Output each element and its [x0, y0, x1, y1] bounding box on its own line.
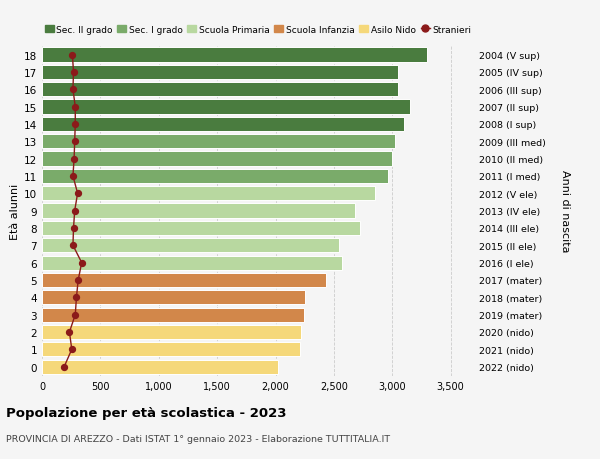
- Bar: [42, 342, 300, 357]
- Point: [70, 104, 80, 111]
- Bar: [42, 256, 342, 270]
- Y-axis label: Età alunni: Età alunni: [10, 183, 20, 239]
- Bar: [42, 100, 410, 114]
- Point: [69, 69, 79, 76]
- Point: [77, 259, 86, 267]
- Point: [65, 329, 74, 336]
- Bar: [42, 187, 375, 201]
- Point: [70, 207, 79, 215]
- Point: [68, 173, 78, 180]
- Bar: [42, 204, 355, 218]
- Point: [69, 225, 79, 232]
- Bar: [42, 291, 305, 305]
- Bar: [42, 169, 388, 184]
- Bar: [42, 239, 338, 253]
- Point: [68, 242, 78, 249]
- Bar: [42, 273, 326, 287]
- Text: PROVINCIA DI AREZZO - Dati ISTAT 1° gennaio 2023 - Elaborazione TUTTITALIA.IT: PROVINCIA DI AREZZO - Dati ISTAT 1° genn…: [6, 434, 390, 443]
- Point: [70, 311, 80, 319]
- Bar: [42, 118, 404, 132]
- Bar: [42, 152, 392, 166]
- Point: [70, 121, 80, 129]
- Point: [67, 346, 77, 353]
- Bar: [42, 360, 278, 374]
- Legend: Sec. II grado, Sec. I grado, Scuola Primaria, Scuola Infanzia, Asilo Nido, Stran: Sec. II grado, Sec. I grado, Scuola Prim…: [44, 26, 472, 35]
- Bar: [42, 135, 395, 149]
- Bar: [42, 221, 359, 235]
- Point: [68, 86, 78, 94]
- Y-axis label: Anni di nascita: Anni di nascita: [560, 170, 569, 252]
- Point: [70, 138, 79, 146]
- Point: [70, 156, 79, 163]
- Text: Popolazione per età scolastica - 2023: Popolazione per età scolastica - 2023: [6, 406, 287, 419]
- Point: [71, 294, 81, 301]
- Bar: [42, 308, 304, 322]
- Point: [73, 190, 82, 197]
- Bar: [42, 83, 398, 97]
- Bar: [42, 325, 301, 339]
- Bar: [42, 48, 427, 62]
- Point: [68, 52, 77, 59]
- Point: [73, 277, 83, 284]
- Bar: [42, 66, 398, 80]
- Point: [59, 363, 69, 370]
